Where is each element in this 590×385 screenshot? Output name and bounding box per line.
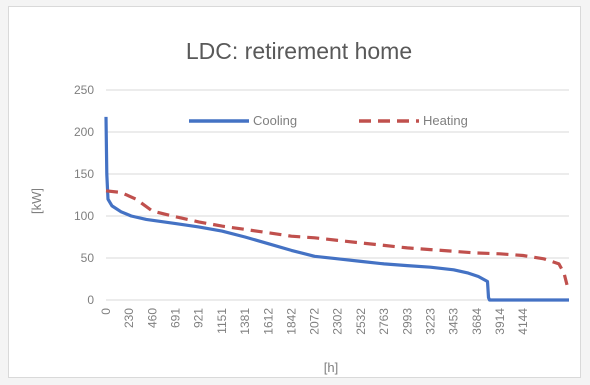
y-tick-label: 50 — [81, 251, 95, 265]
x-tick-label: 921 — [192, 308, 206, 328]
series-line-cooling — [104, 116, 569, 302]
x-tick-label: 3223 — [423, 308, 437, 335]
chart-frame: LDC: retirement home 0 50 100 150 200 250 0 23… — [8, 6, 581, 378]
x-tick-label: 1842 — [284, 308, 298, 335]
line-chart: LDC: retirement home 0 50 100 150 200 250 0 23… — [29, 38, 569, 375]
series-line-heating — [105, 189, 569, 286]
x-tick-label: 1151 — [215, 308, 229, 334]
x-tick-label: 3453 — [447, 308, 461, 335]
legend: Cooling Heating — [189, 113, 468, 128]
x-tick-label: 2532 — [354, 308, 368, 335]
legend-label: Heating — [423, 113, 468, 128]
y-tick-label: 150 — [74, 167, 94, 181]
y-axis-ticks: 0 50 100 150 200 250 — [74, 83, 94, 307]
x-tick-label: 1612 — [261, 308, 275, 335]
x-tick-label: 2302 — [331, 308, 345, 335]
x-tick-label: 3914 — [493, 308, 507, 335]
gridlines — [106, 89, 569, 301]
x-tick-label: 0 — [99, 308, 113, 315]
legend-label: Cooling — [253, 113, 297, 128]
x-tick-label: 2993 — [400, 308, 414, 335]
x-tick-label: 3684 — [470, 308, 484, 335]
x-axis-ticks: 0 230 460 691 921 1151 1381 1612 1842 2072 2302 253… — [99, 308, 530, 335]
x-tick-label: 460 — [145, 308, 159, 328]
y-tick-label: 100 — [74, 209, 94, 223]
y-axis-label: [kW] — [29, 188, 44, 214]
x-tick-label: 2072 — [308, 308, 322, 335]
x-tick-label: 230 — [122, 308, 136, 328]
y-tick-label: 250 — [74, 83, 94, 97]
series-lines — [104, 116, 569, 302]
x-tick-label: 4144 — [516, 308, 530, 335]
x-tick-label: 691 — [169, 308, 183, 328]
y-tick-label: 200 — [74, 125, 94, 139]
x-tick-label: 1381 — [238, 308, 252, 335]
x-tick-label: 2763 — [377, 308, 391, 335]
x-axis-label: [h] — [324, 360, 338, 375]
chart-title: LDC: retirement home — [186, 38, 412, 64]
y-tick-label: 0 — [87, 293, 94, 307]
